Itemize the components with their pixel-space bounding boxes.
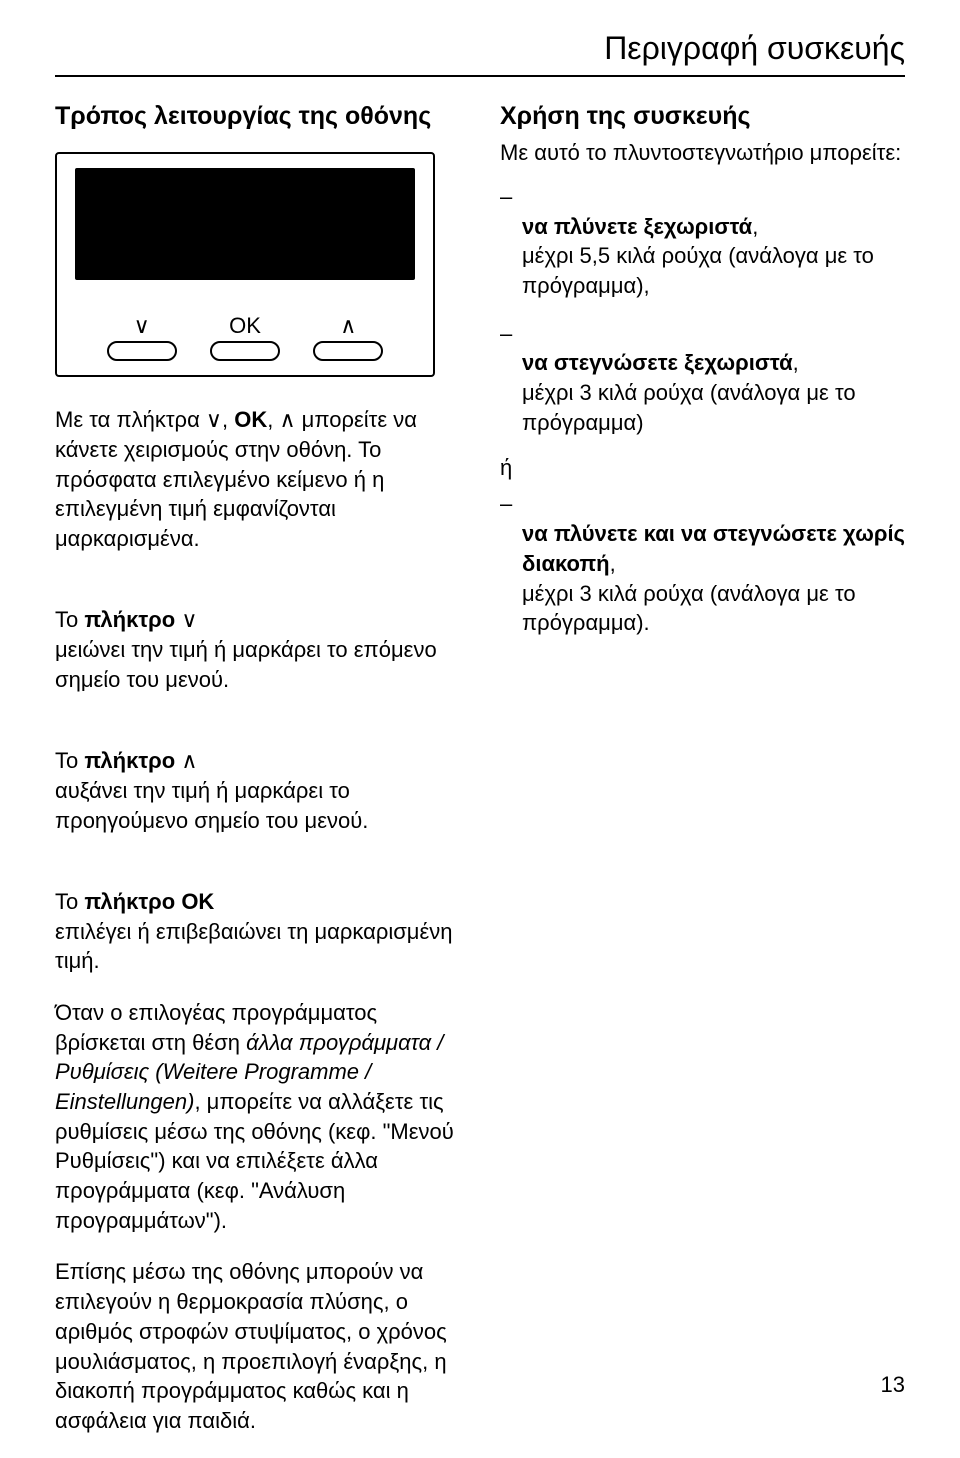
p4-c: επιλέγει ή επιβεβαιώνει τη μαρκαρισμένη …: [55, 919, 453, 974]
device-button-row: ∨ OK ∧: [75, 315, 415, 361]
li3-a: να πλύνετε και να στεγνώσετε χωρίς διακο…: [522, 521, 905, 576]
up-button[interactable]: [313, 341, 383, 361]
li1-a: να πλύνετε ξεχωριστά: [522, 214, 752, 239]
p4-b: πλήκτρο ΟΚ: [84, 889, 214, 914]
usage-list-1: να πλύνετε ξεχωριστά, μέχρι 5,5 κιλά ρού…: [500, 182, 905, 438]
or-text: ή: [500, 455, 905, 481]
list-item-washdry: να πλύνετε και να στεγνώσετε χωρίς διακο…: [500, 489, 905, 637]
chevron-up-icon: ∧: [340, 315, 356, 337]
down-button-group: ∨: [107, 315, 177, 361]
p2-b: πλήκτρο: [84, 607, 175, 632]
list-item-wash: να πλύνετε ξεχωριστά, μέχρι 5,5 κιλά ρού…: [500, 182, 905, 301]
paragraph-also: Επίσης μέσω της οθόνης μπορούν να επιλεγ…: [55, 1257, 460, 1435]
paragraph-selector: Όταν ο επιλογέας προγράμματος βρίσκεται …: [55, 998, 460, 1236]
right-section-title: Χρήση της συσκευής: [500, 101, 905, 132]
list-item-dry: να στεγνώσετε ξεχωριστά, μέχρι 3 κιλά ρο…: [500, 319, 905, 438]
p1-b: ΟΚ: [234, 407, 267, 432]
p2-a: Το: [55, 607, 84, 632]
right-intro: Με αυτό το πλυντοστεγνωτήριο μπορείτε:: [500, 138, 905, 168]
li2-a: να στεγνώσετε ξεχωριστά: [522, 350, 793, 375]
p1-a: Με τα πλήκτρα ∨,: [55, 407, 234, 432]
ok-button[interactable]: [210, 341, 280, 361]
p3-b: πλήκτρο: [84, 748, 175, 773]
right-column: Χρήση της συσκευής Με αυτό το πλυντοστεγ…: [500, 101, 905, 1458]
usage-list-2: να πλύνετε και να στεγνώσετε χωρίς διακο…: [500, 489, 905, 637]
ok-label: OK: [229, 315, 261, 337]
page-number: 13: [881, 1372, 905, 1398]
chevron-down-icon: ∨: [134, 315, 150, 337]
left-column: Τρόπος λειτουργίας της οθόνης ∨ OK ∧ Με: [55, 101, 460, 1458]
up-button-group: ∧: [313, 315, 383, 361]
paragraph-up: Το πλήκτρο ∧ αυξάνει την τιμή ή μαρκάρει…: [55, 716, 460, 835]
p4-a: Το: [55, 889, 84, 914]
ok-button-group: OK: [210, 315, 280, 361]
page-header: Περιγραφή συσκευής: [55, 30, 905, 77]
device-screen: [75, 168, 415, 280]
paragraph-down: Το πλήκτρο ∨ μειώνει την τιμή ή μαρκάρει…: [55, 576, 460, 695]
paragraph-ok: Το πλήκτρο ΟΚ επιλέγει ή επιβεβαιώνει τη…: [55, 857, 460, 976]
down-button[interactable]: [107, 341, 177, 361]
device-diagram: ∨ OK ∧: [55, 152, 435, 377]
paragraph-intro: Με τα πλήκτρα ∨, ΟΚ, ∧ μπορείτε να κάνετ…: [55, 405, 460, 553]
content-columns: Τρόπος λειτουργίας της οθόνης ∨ OK ∧ Με: [55, 101, 905, 1458]
left-section-title: Τρόπος λειτουργίας της οθόνης: [55, 101, 460, 132]
p3-a: Το: [55, 748, 84, 773]
